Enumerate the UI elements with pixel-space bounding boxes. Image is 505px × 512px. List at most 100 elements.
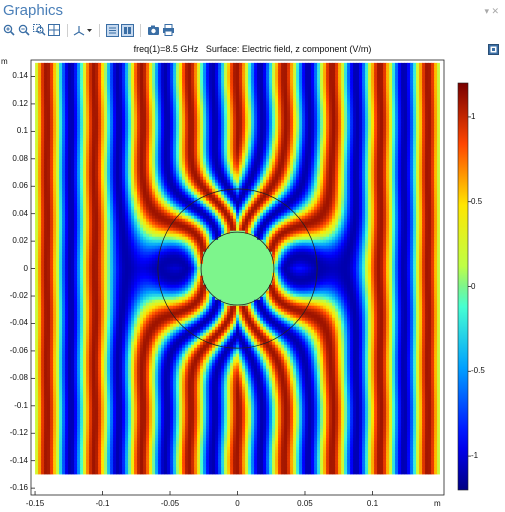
field-cell — [53, 65, 57, 70]
field-cell — [110, 131, 114, 136]
camera-icon[interactable] — [146, 23, 160, 37]
zoom-extents-icon[interactable] — [47, 23, 61, 37]
field-cell — [68, 152, 72, 157]
field-cell — [170, 74, 174, 79]
field-cell — [290, 137, 294, 142]
field-cell — [89, 92, 93, 97]
field-cell — [290, 125, 294, 130]
field-cell — [434, 152, 438, 157]
field-cell — [431, 113, 435, 118]
field-cell — [329, 77, 333, 82]
field-cell — [38, 140, 42, 145]
field-cell — [131, 92, 135, 97]
field-cell — [311, 170, 315, 175]
zoom-in-icon[interactable] — [2, 23, 16, 37]
panel-title: Graphics — [3, 2, 64, 19]
field-cell — [167, 104, 171, 109]
field-cell — [401, 89, 405, 94]
field-cell — [407, 68, 411, 73]
field-cell — [197, 71, 201, 76]
field-cell — [221, 110, 225, 115]
field-cell — [53, 158, 57, 163]
field-cell — [320, 83, 324, 88]
panel-controls[interactable]: ▾ ✕ — [484, 6, 499, 16]
field-cell — [362, 113, 366, 118]
field-cell — [278, 95, 282, 100]
field-cell — [35, 128, 39, 133]
field-cell — [395, 164, 399, 169]
field-cell — [386, 74, 390, 79]
field-cell — [239, 101, 243, 106]
field-cell — [419, 137, 423, 142]
field-cell — [77, 68, 81, 73]
field-cell — [437, 164, 440, 169]
field-cell — [179, 137, 183, 142]
field-cell — [344, 92, 348, 97]
field-cell — [56, 158, 60, 163]
field-cell — [209, 140, 213, 145]
field-cell — [182, 74, 186, 79]
export-plot-icon[interactable] — [488, 42, 499, 55]
field-cell — [167, 107, 171, 112]
field-cell — [434, 68, 438, 73]
field-cell — [383, 71, 387, 76]
field-cell — [155, 143, 159, 148]
zoom-out-icon[interactable] — [17, 23, 31, 37]
field-cell — [248, 167, 252, 172]
field-cell — [83, 143, 87, 148]
field-cell — [326, 68, 330, 73]
field-cell — [248, 80, 252, 85]
zoom-box-icon[interactable] — [32, 23, 46, 37]
field-cell — [344, 71, 348, 76]
field-cell — [191, 107, 195, 112]
field-cell — [197, 140, 201, 145]
field-cell — [176, 158, 180, 163]
field-cell — [419, 98, 423, 103]
field-cell — [332, 83, 336, 88]
field-cell — [206, 107, 210, 112]
field-cell — [410, 158, 414, 163]
field-cell — [335, 131, 339, 136]
field-cell — [65, 158, 69, 163]
field-cell — [149, 89, 153, 94]
field-cell — [287, 137, 291, 142]
field-cell — [215, 101, 219, 106]
field-cell — [98, 116, 102, 121]
field-cell — [179, 101, 183, 106]
field-cell — [275, 113, 279, 118]
field-cell — [221, 116, 225, 121]
field-cell — [257, 98, 261, 103]
field-cell — [299, 119, 303, 124]
field-cell — [281, 80, 285, 85]
field-cell — [179, 134, 183, 139]
field-cell — [176, 83, 180, 88]
field-cell — [119, 116, 123, 121]
field-cell — [296, 83, 300, 88]
field-cell — [416, 161, 420, 166]
field-cell — [362, 104, 366, 109]
field-cell — [230, 125, 234, 130]
field-cell — [191, 113, 195, 118]
print-icon[interactable] — [161, 23, 175, 37]
field-cell — [86, 137, 90, 142]
grid-toggle-icon[interactable] — [105, 23, 119, 37]
axis-toggle-icon[interactable] — [120, 23, 134, 37]
field-cell — [287, 116, 291, 121]
field-cell — [278, 89, 282, 94]
field-cell — [368, 74, 372, 79]
field-cell — [317, 113, 321, 118]
field-cell — [101, 113, 105, 118]
field-cell — [419, 86, 423, 91]
field-cell — [95, 155, 99, 160]
field-cell — [47, 110, 51, 115]
field-cell — [251, 68, 255, 73]
field-cell — [200, 158, 204, 163]
axis-orientation-icon[interactable] — [73, 23, 93, 37]
field-cell — [293, 98, 297, 103]
field-cell — [434, 146, 438, 151]
field-cell — [374, 77, 378, 82]
field-cell — [299, 86, 303, 91]
field-cell — [398, 74, 402, 79]
field-cell — [314, 131, 318, 136]
